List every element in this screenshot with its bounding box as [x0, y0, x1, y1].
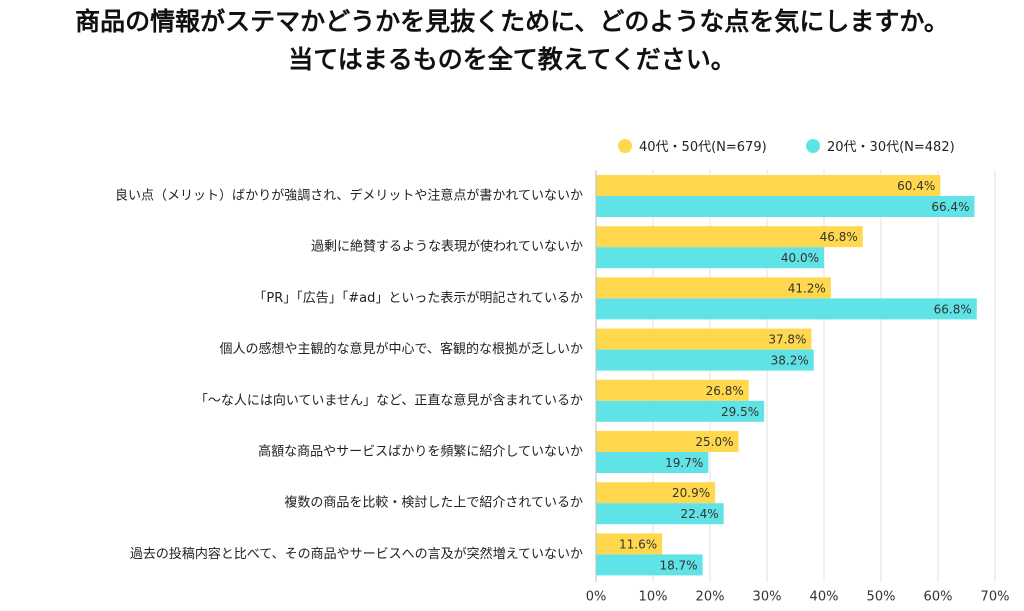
data-label: 11.6% [619, 537, 657, 551]
bar [596, 533, 663, 555]
bar [596, 431, 739, 452]
data-label: 38.2% [771, 354, 809, 368]
data-label: 25.0% [695, 435, 733, 449]
bar [596, 226, 863, 248]
category-label: 個人の感想や主観的な意見が中心で、客観的な根拠が乏しいか [220, 341, 583, 357]
bar [596, 349, 814, 371]
legend-item-20s-30s: 20代・30代(N=482) [806, 136, 955, 155]
category-label: 「PR」「広告」「#ad」といった表示が明記されているか [253, 290, 583, 306]
category-label: 複数の商品を比較・検討した上で紹介されているか [284, 495, 583, 511]
bar [596, 298, 977, 320]
bar [596, 328, 812, 350]
data-label: 66.4% [931, 200, 969, 214]
bar [596, 482, 716, 504]
category-label: 良い点（メリット）ばかりが強調され、デメリットや注意点が書かれていないか [115, 188, 583, 204]
x-tick-label: 50% [867, 590, 896, 605]
data-label: 46.8% [820, 230, 858, 244]
bar [596, 400, 765, 422]
bar [596, 379, 749, 401]
x-tick-label: 20% [696, 590, 725, 605]
legend-label-20s-30s: 20代・30代(N=482) [827, 140, 955, 155]
legend-item-40s-50s: 40代・50代(N=679) [618, 136, 767, 155]
data-label: 22.4% [681, 507, 719, 521]
legend-label-40s-50s: 40代・50代(N=679) [639, 140, 767, 155]
data-label: 29.5% [721, 405, 759, 419]
x-tick-label: 0% [586, 590, 607, 605]
chart-subtitle: 当てはまるものを全て教えてください。 [288, 45, 736, 74]
chart-title: 商品の情報がステマかどうかを見抜くために、どのような点を気にしますか。 [75, 7, 949, 36]
data-label: 60.4% [897, 179, 935, 193]
bar [596, 247, 824, 269]
bar [596, 503, 724, 525]
data-label: 18.7% [659, 558, 697, 572]
data-label: 20.9% [672, 486, 710, 500]
x-tick-label: 40% [810, 590, 839, 605]
category-label: 高額な商品やサービスばかりを頻繁に紹介していないか [258, 444, 583, 460]
bar [596, 196, 975, 217]
data-label: 40.0% [781, 251, 819, 265]
category-label: 過剰に絶賛するような表現が使われていないか [311, 239, 583, 255]
category-label: 過去の投稿内容と比べて、その商品やサービスへの言及が突然増えていないか [130, 546, 583, 562]
data-label: 41.2% [788, 281, 826, 295]
bar [596, 175, 941, 196]
data-label: 66.8% [934, 302, 972, 316]
data-label: 37.8% [768, 333, 806, 347]
bar [596, 554, 703, 576]
bar [596, 277, 831, 299]
data-label: 26.8% [706, 384, 744, 398]
x-tick-label: 60% [924, 590, 953, 605]
legend-swatch-20s-30s [806, 138, 820, 153]
x-tick-label: 70% [981, 590, 1010, 605]
x-tick-label: 30% [753, 590, 782, 605]
legend-swatch-40s-50s [618, 138, 632, 153]
x-tick-label: 10% [639, 590, 668, 605]
bar [596, 452, 709, 473]
data-label: 19.7% [665, 456, 703, 470]
category-label: 「～な人には向いていません」など、正直な意見が含まれているか [195, 392, 583, 408]
